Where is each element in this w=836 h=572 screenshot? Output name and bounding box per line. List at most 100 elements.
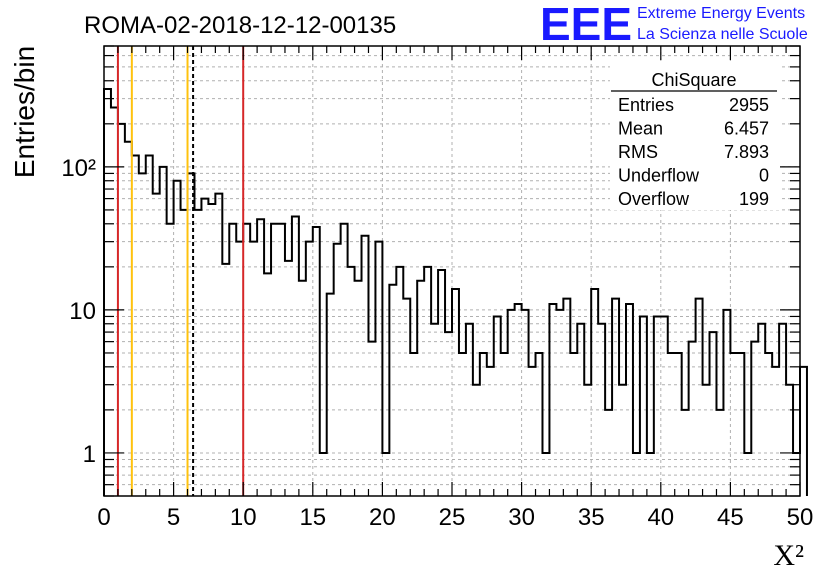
stats-value: 6.457 [724, 119, 769, 139]
histogram-bin [146, 156, 153, 496]
x-tick-labels: 0 5 10 15 20 25 30 35 40 45 50 [97, 504, 813, 531]
logo-line2: La Scienza nelle Scuole [637, 26, 808, 43]
histogram-bin [501, 353, 508, 496]
x-tick-label: 35 [578, 504, 605, 531]
histogram-bin [723, 310, 730, 496]
histogram-bin [125, 142, 132, 496]
histogram-bin [285, 261, 292, 496]
histogram-bin [236, 242, 243, 496]
x-tick-label: 15 [299, 504, 326, 531]
histogram-bin [243, 224, 250, 496]
y-tick-label: 10 [69, 298, 96, 325]
x-tick-label: 0 [97, 504, 110, 531]
x-tick-label: 10 [230, 504, 257, 531]
x-tick-label: 20 [369, 504, 396, 531]
histogram-bin [229, 224, 236, 496]
histogram-bin [410, 353, 417, 496]
stats-value: 199 [739, 189, 769, 209]
histogram-bin [160, 167, 167, 496]
histogram-bin [334, 244, 341, 496]
histogram-bin [459, 353, 466, 496]
histogram-bin [292, 216, 299, 496]
histogram-bin [417, 281, 424, 496]
histogram-bin [375, 242, 382, 496]
histogram-bin [556, 310, 563, 496]
histogram-bin [591, 289, 598, 496]
x-tick-label: 5 [167, 504, 180, 531]
histogram-bin [703, 385, 710, 496]
y-axis-label: Entries/bin [9, 46, 40, 178]
stats-label: Underflow [618, 166, 700, 186]
stats-value: 2955 [729, 95, 769, 115]
histogram-bin [341, 224, 348, 496]
histogram-bin [536, 353, 543, 496]
x-tick-label: 50 [787, 504, 814, 531]
x-tick-label: 30 [508, 504, 535, 531]
stats-box: ChiSquare Entries 2955 Mean 6.457 RMS 7.893 Un… [610, 64, 780, 210]
histogram-bin [438, 270, 445, 496]
stats-label: Overflow [618, 189, 690, 209]
histogram-bin [584, 385, 591, 496]
histogram-bin [208, 204, 215, 496]
histogram-bin [278, 224, 285, 496]
histogram-bin [751, 342, 758, 496]
x-tick-label: 25 [439, 504, 466, 531]
histogram-bin [362, 236, 369, 496]
y-tick-label: 10² [61, 155, 96, 182]
stats-label: Entries [618, 95, 674, 115]
histogram-bin [299, 281, 306, 496]
histogram-bin [215, 194, 222, 496]
x-tick-label: 45 [717, 504, 744, 531]
histogram-bin [201, 199, 208, 496]
histogram-bin [522, 310, 529, 496]
histogram-bin [508, 310, 515, 496]
histogram-bin [271, 224, 278, 496]
histogram-bin [529, 367, 536, 496]
histogram-bin [494, 316, 501, 496]
histogram-bin [222, 264, 229, 496]
histogram-bin [654, 316, 661, 496]
histogram-bin [487, 367, 494, 496]
stats-value: 7.893 [724, 142, 769, 162]
logo-line1: Extreme Energy Events [637, 5, 805, 22]
histogram-bin [424, 267, 431, 496]
histogram-bin [737, 353, 744, 496]
histogram-bin [167, 224, 174, 496]
histogram-bin [445, 332, 452, 496]
histogram-bin [710, 332, 717, 496]
histogram-bin [111, 108, 118, 496]
chart-title: ROMA-02-2018-12-12-00135 [84, 12, 396, 39]
histogram-bin [730, 353, 737, 496]
axis-ticks [103, 45, 801, 497]
histogram-bin [765, 353, 772, 496]
histogram-bin [348, 267, 355, 496]
histogram-bin [689, 342, 696, 496]
threshold-lines [116, 46, 245, 496]
histogram-bin [619, 385, 626, 496]
histogram-bin [306, 242, 313, 496]
logo: EEE Extreme Energy Events La Scienza nel… [540, 0, 808, 50]
stats-value: 0 [759, 166, 769, 186]
y-tick-label: 1 [83, 441, 96, 468]
histogram-bin [570, 353, 577, 496]
histogram-bin [473, 385, 480, 496]
histogram-bin [368, 342, 375, 496]
histogram-outline [103, 88, 808, 496]
logo-mark: EEE [540, 0, 632, 50]
histogram-bin [675, 353, 682, 496]
histogram-bin [250, 242, 257, 496]
histogram-bin [668, 353, 675, 496]
x-tick-label: 40 [647, 504, 674, 531]
stats-title: ChiSquare [651, 70, 736, 90]
histogram-bin [153, 194, 160, 496]
histogram-bin [139, 173, 146, 496]
histogram-bin [132, 156, 139, 496]
histogram-bin [480, 353, 487, 496]
stats-label: RMS [618, 142, 658, 162]
stats-label: Mean [618, 119, 663, 139]
histogram-bin [174, 181, 181, 496]
y-tick-labels: 1 10 10² [61, 155, 96, 468]
histogram-bin [452, 289, 459, 496]
histogram-bin [396, 267, 403, 496]
